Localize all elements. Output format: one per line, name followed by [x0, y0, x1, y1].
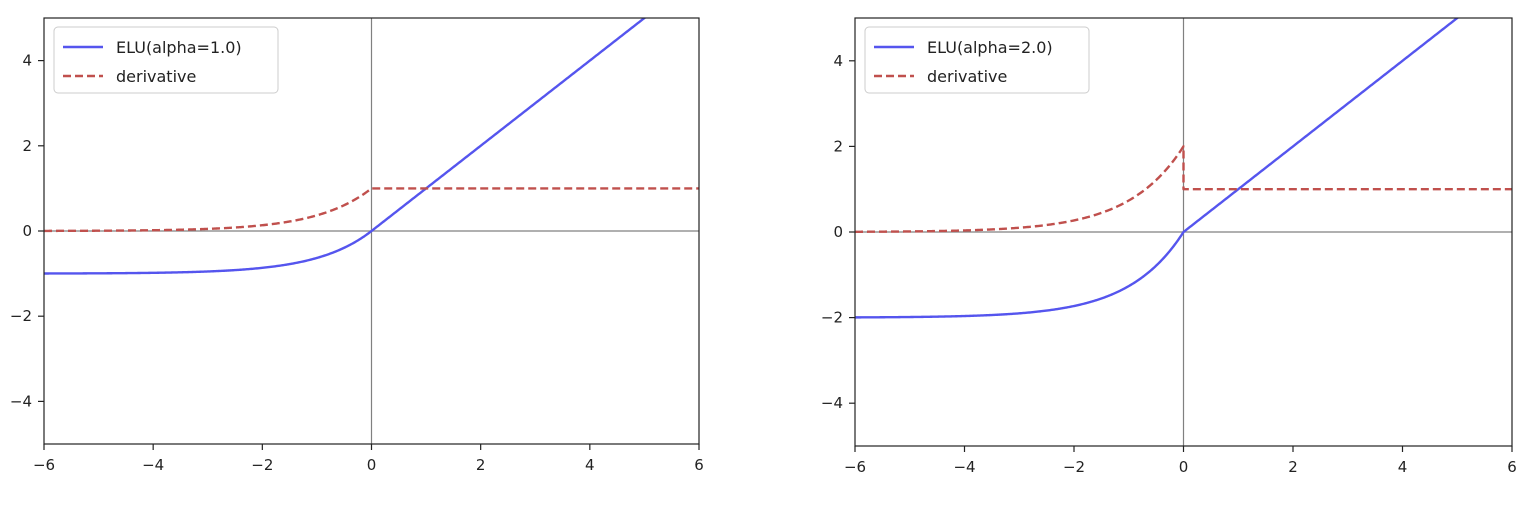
- plot-area: [44, 18, 699, 275]
- x-tick-label: 0: [367, 456, 377, 474]
- y-tick-label: −4: [10, 392, 32, 410]
- x-tick-label: 6: [694, 456, 704, 474]
- chart-panel-1: −6 −4 −2 0 2 4 6 −4 −2 0 2 4 ELU(alpha=1.0) derivativ…: [10, 17, 704, 474]
- legend-label-derivative: derivative: [116, 67, 196, 86]
- y-tick-label: 4: [22, 52, 32, 70]
- x-tick-label: 6: [1507, 458, 1517, 476]
- x-tick-label: −2: [251, 456, 273, 474]
- y-tick-label: −2: [821, 309, 843, 327]
- legend-label-elu: ELU(alpha=2.0): [927, 38, 1053, 57]
- series-line-elu: [855, 18, 1460, 319]
- x-tick-label: −6: [33, 456, 55, 474]
- legend-label-derivative: derivative: [927, 67, 1007, 86]
- y-tick-label: 2: [833, 137, 843, 155]
- x-tick-label: −6: [844, 458, 866, 476]
- x-tick-label: −4: [142, 456, 164, 474]
- series-line-derivative: [855, 145, 1512, 233]
- legend-box: [864, 26, 1090, 94]
- y-tick-label: −4: [821, 394, 843, 412]
- y-tick-label: 2: [22, 137, 32, 155]
- legend-box: [53, 26, 279, 94]
- legend-label-elu: ELU(alpha=1.0): [116, 38, 242, 57]
- x-tick-label: 2: [1288, 458, 1298, 476]
- x-tick-label: 0: [1179, 458, 1189, 476]
- chart-panel-2: −6 −4 −2 0 2 4 6 −4 −2 0 2 4 ELU(alpha=2.0) derivativ…: [821, 17, 1517, 476]
- y-tick-label: 0: [22, 222, 32, 240]
- y-tick-label: 0: [833, 223, 843, 241]
- x-tick-label: −2: [1063, 458, 1085, 476]
- series-line-elu: [44, 18, 647, 275]
- x-tick-label: −4: [953, 458, 975, 476]
- x-tick-label: 4: [585, 456, 595, 474]
- x-tick-label: 2: [476, 456, 486, 474]
- y-tick-label: −2: [10, 307, 32, 325]
- plot-area: [855, 18, 1512, 319]
- y-tick-label: 4: [833, 52, 843, 70]
- x-tick-label: 4: [1398, 458, 1408, 476]
- series-line-derivative: [44, 187, 699, 233]
